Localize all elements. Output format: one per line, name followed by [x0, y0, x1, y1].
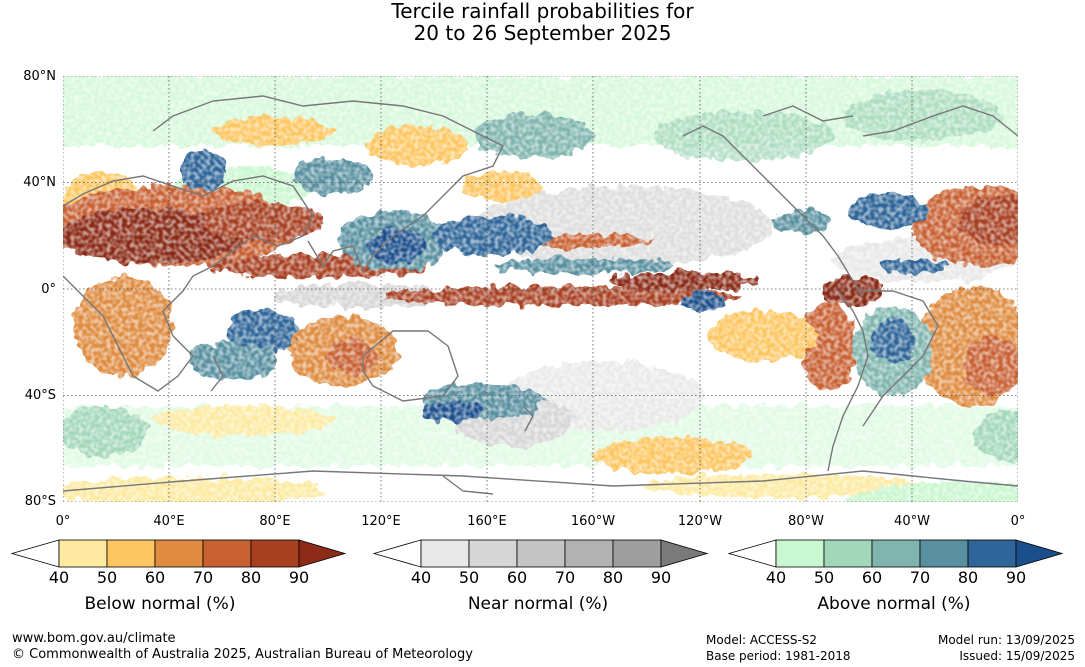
colorbar-right-arrow — [298, 539, 347, 568]
title-line-1: Tercile rainfall probabilities for — [391, 0, 694, 23]
tick-label: 70 — [909, 568, 931, 587]
lon-label-160w: 160°W — [570, 514, 616, 529]
legend-title-near-normal: Near normal (%) — [467, 594, 609, 614]
legend-title-below-normal: Below normal (%) — [84, 594, 236, 614]
footer-base-period: Base period: 1981-2018 — [706, 649, 851, 663]
colorbar-segment — [250, 539, 300, 568]
tick-label: 70 — [192, 568, 214, 587]
lat-label-40s: 40°S — [24, 388, 56, 403]
graticule — [63, 76, 1018, 502]
tick-label: 60 — [506, 568, 528, 587]
map-canvas — [63, 76, 1018, 502]
lon-label-80e: 80°E — [259, 514, 291, 529]
colorbar-segment — [202, 539, 252, 568]
map-title: Tercile rainfall probabilities for 20 to… — [0, 0, 1085, 44]
colorbar-segment — [516, 539, 566, 568]
tick-label: 40 — [765, 568, 787, 587]
tick-label: 50 — [813, 568, 835, 587]
colorbar-right-arrow — [1015, 539, 1064, 568]
tick-label: 50 — [96, 568, 118, 587]
tick-label: 80 — [957, 568, 979, 587]
title-line-2: 20 to 26 September 2025 — [413, 21, 672, 45]
tick-label: 90 — [1005, 568, 1027, 587]
footer-model-info: Model: ACCESS-S2 Base period: 1981-2018 — [706, 632, 851, 664]
tick-label: 60 — [861, 568, 883, 587]
colorbar-above-normal — [727, 539, 1064, 568]
colorbar-segment — [919, 539, 969, 568]
footer-website: www.bom.gov.au/climate — [12, 631, 176, 646]
colorbar-segment — [154, 539, 204, 568]
colorbar-right-arrow — [660, 539, 709, 568]
tick-label: 40 — [410, 568, 432, 587]
colorbar-segment — [871, 539, 921, 568]
colorbar-segment — [106, 539, 156, 568]
legend-above-normal: 40 50 60 70 80 90 Above normal (%) — [727, 538, 1067, 618]
footer-copyright: © Commonwealth of Australia 2025, Austra… — [12, 647, 473, 662]
footer-model: Model: ACCESS-S2 — [706, 633, 818, 647]
tick-label: 40 — [48, 568, 70, 587]
lon-label-0: 0° — [55, 514, 71, 529]
legend-near-normal: 40 50 60 70 80 90 Near normal (%) — [372, 538, 712, 618]
colorbar-segment — [612, 539, 662, 568]
lon-label-40e: 40°E — [153, 514, 185, 529]
lat-label-equator: 0° — [41, 282, 56, 297]
coastlines — [63, 95, 1018, 495]
footer-model-run: Model run: 13/09/2025 — [937, 633, 1075, 647]
lon-label-120e: 120°E — [361, 514, 401, 529]
colorbar-left-arrow — [10, 539, 60, 568]
rainfall-probability-map — [63, 76, 1018, 502]
tick-label: 50 — [458, 568, 480, 587]
colorbar-segment — [420, 539, 470, 568]
lon-label-160e: 160°E — [467, 514, 507, 529]
colorbar-left-arrow — [727, 539, 777, 568]
colorbar-segment — [58, 539, 108, 568]
colorbar-near-normal — [372, 539, 709, 568]
tick-label: 70 — [554, 568, 576, 587]
colorbar-segment — [468, 539, 518, 568]
lat-label-40n: 40°N — [23, 175, 56, 190]
lat-label-80n: 80°N — [23, 69, 56, 84]
colorbar-left-arrow — [372, 539, 422, 568]
colorbar-segment — [564, 539, 614, 568]
lon-label-120w: 120°W — [677, 514, 723, 529]
footer-dates: Model run: 13/09/2025 Issued: 15/09/2025 — [938, 632, 1075, 664]
footer-left: www.bom.gov.au/climate © Commonwealth of… — [12, 631, 473, 663]
tick-label: 90 — [288, 568, 310, 587]
legend-below-normal: 40 50 60 70 80 90 Below normal (%) — [10, 538, 350, 618]
colorbar-below-normal — [10, 539, 347, 568]
footer-issued: Issued: 15/09/2025 — [959, 649, 1075, 663]
tick-label: 80 — [240, 568, 262, 587]
lon-label-40w: 40°W — [894, 514, 930, 529]
tick-label: 60 — [144, 568, 166, 587]
colorbar-segment — [967, 539, 1017, 568]
lat-label-80s: 80°S — [24, 494, 56, 509]
tick-label: 90 — [650, 568, 672, 587]
lon-label-80w: 80°W — [788, 514, 824, 529]
lon-label-0-east: 0° — [1010, 514, 1026, 529]
legend-title-above-normal: Above normal (%) — [817, 594, 971, 614]
tick-label: 80 — [602, 568, 624, 587]
colorbar-segment — [775, 539, 825, 568]
colorbar-segment — [823, 539, 873, 568]
